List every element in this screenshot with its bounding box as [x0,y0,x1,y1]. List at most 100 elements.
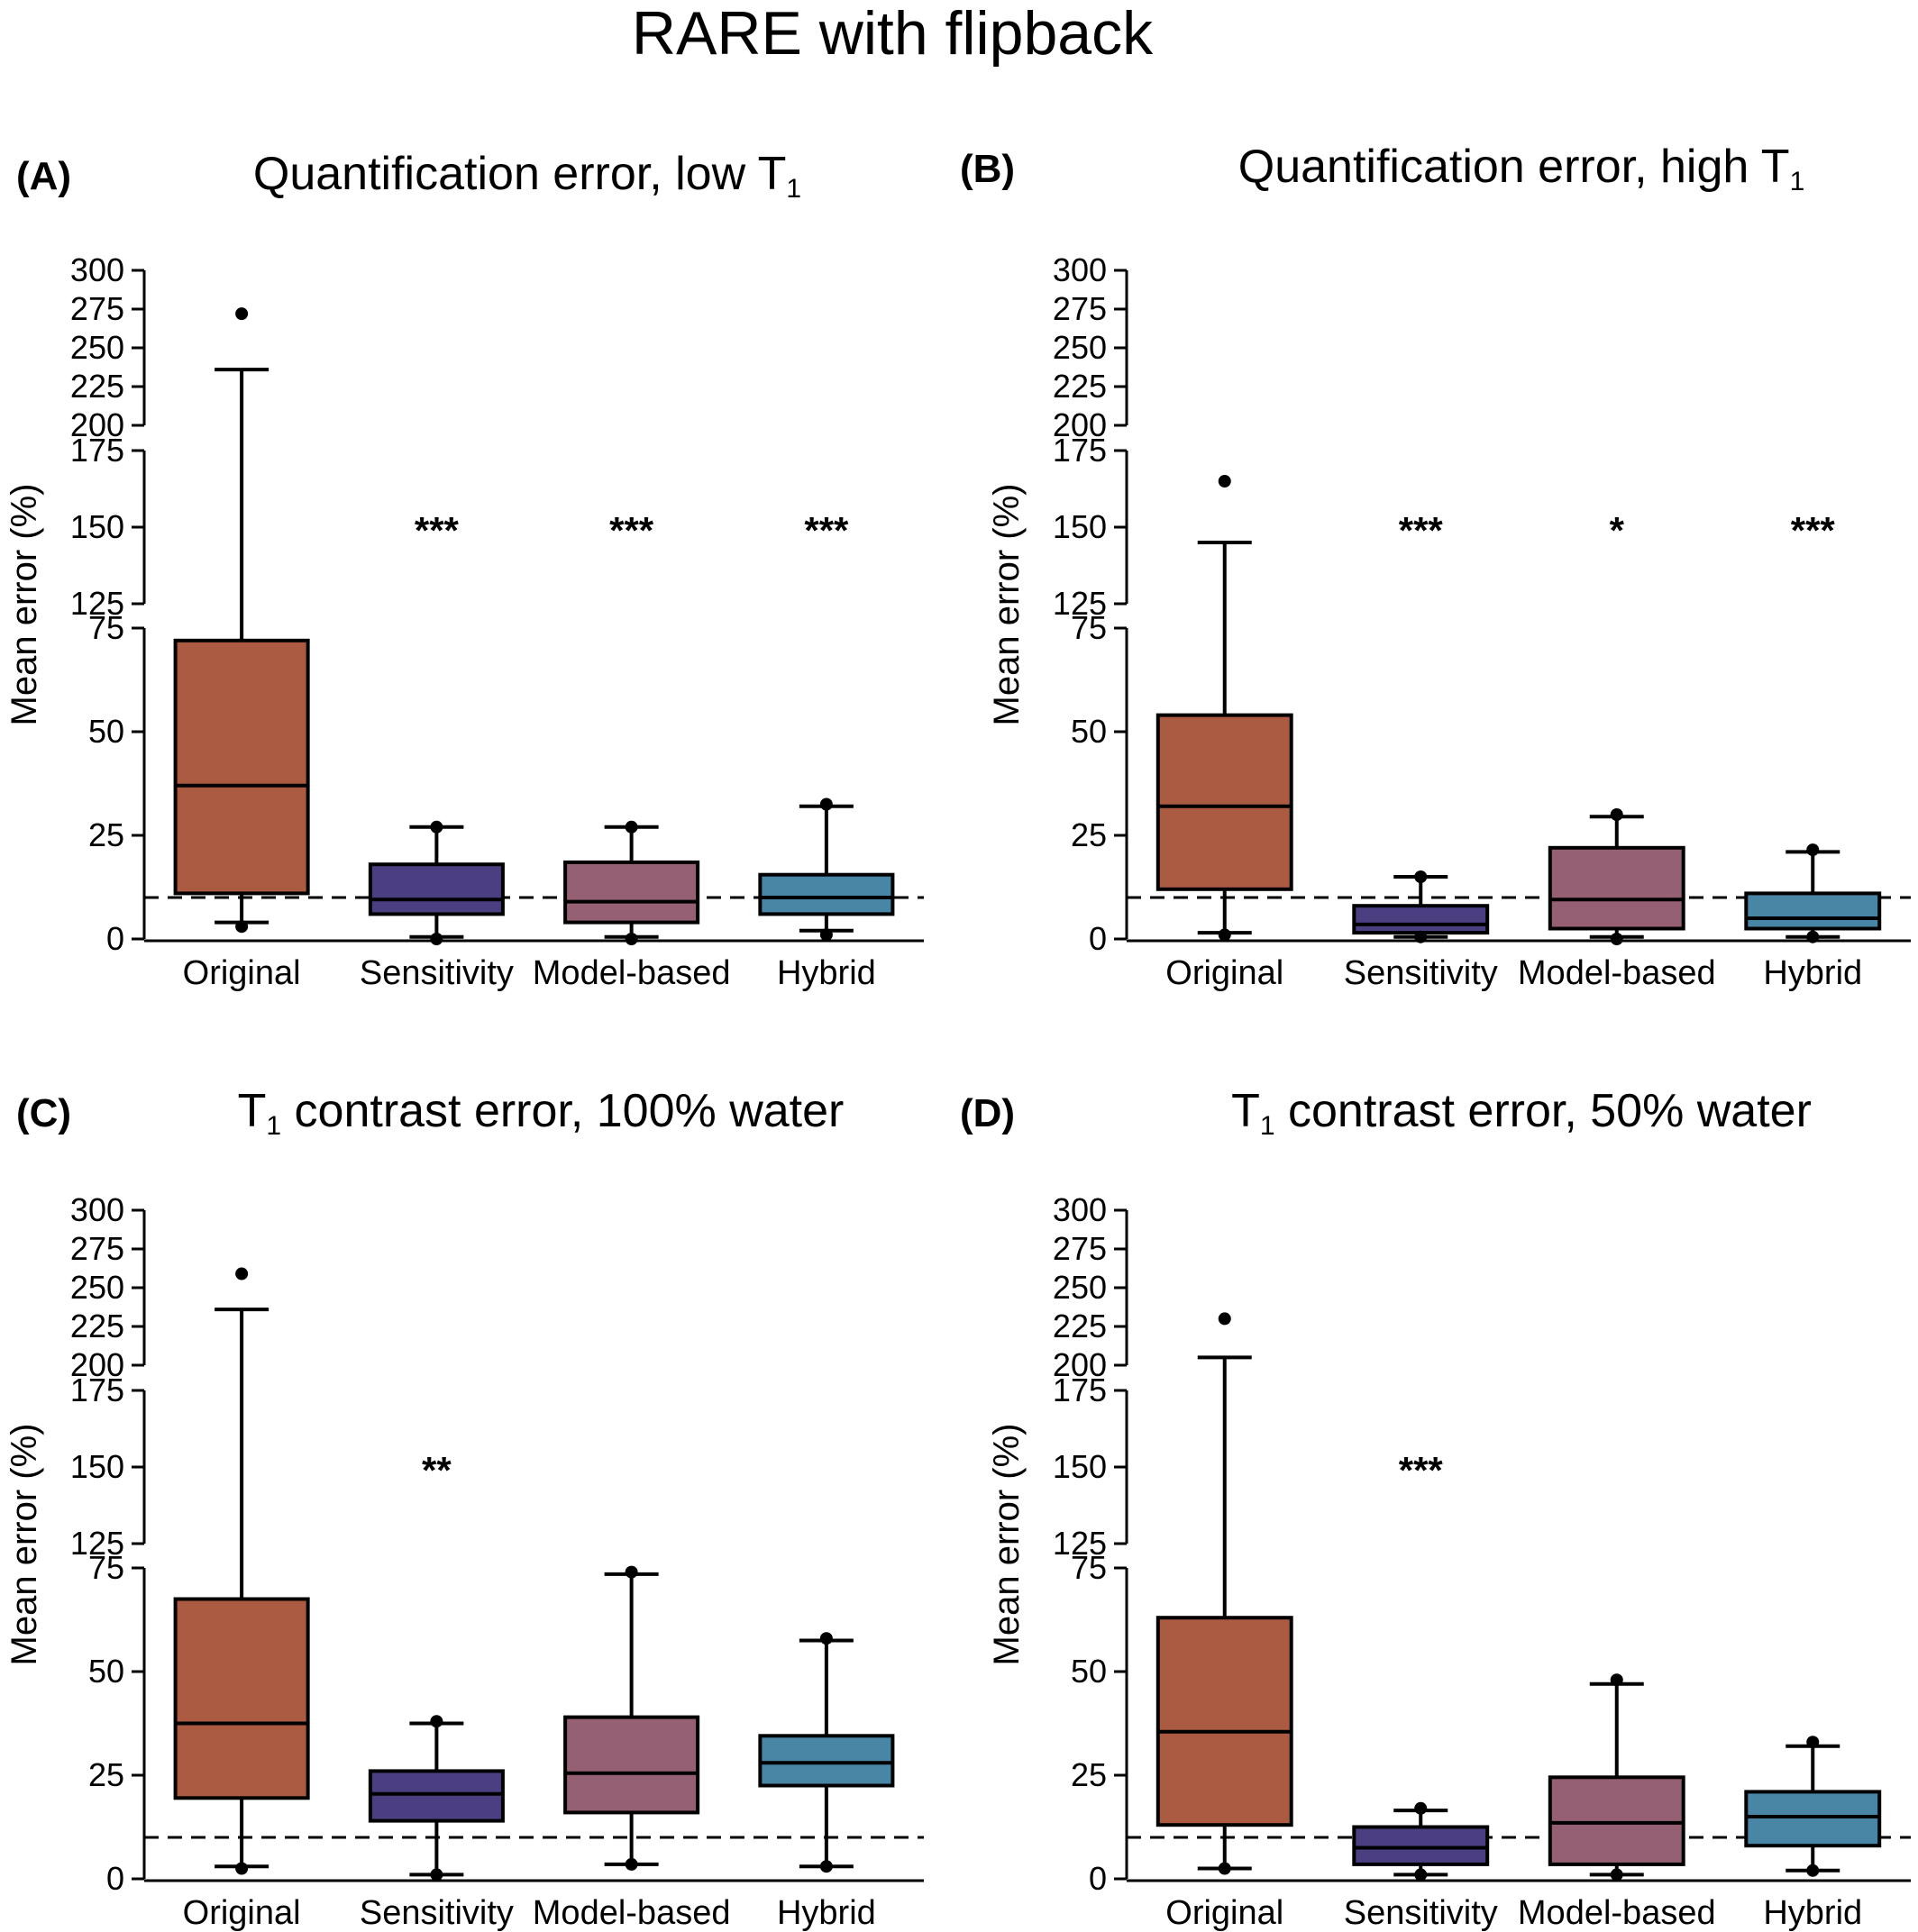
y-tick-label: 50 [1071,1653,1107,1690]
panel-label: (B) [960,147,1015,191]
y-tick-label: 200 [1053,406,1107,443]
box-iqr [1155,713,1293,891]
y-tick-label: 250 [1053,329,1107,366]
outlier-point [819,1860,833,1873]
y-tick-label: 300 [1053,251,1107,288]
x-category-label: Model-based [1518,954,1716,992]
y-axis-label: Mean error (%) [987,484,1027,726]
outlier-point [1218,1862,1231,1875]
significance-marker: * [1610,509,1625,551]
y-tick-label: 225 [70,368,124,405]
y-tick-label: 150 [70,1448,124,1485]
box-original: Original [1155,475,1293,992]
y-tick-label: 175 [1053,1372,1107,1408]
y-tick-label: 50 [88,1653,124,1690]
y-axis-label: Mean error (%) [5,1424,44,1666]
x-category-label: Original [183,954,301,992]
outlier-point [1610,1673,1623,1687]
y-tick-label: 275 [1053,290,1107,327]
panel-title-main: Quantification error, low T [253,148,787,200]
box-sensitivity: Sensitivity ** [360,1449,514,1932]
y-tick-label: 25 [88,1756,124,1793]
y-tick-label: 125 [1053,585,1107,622]
chart-panel-b: (B) Quantification error, high T102550751… [960,141,1911,992]
y-tick-label: 150 [1053,1448,1107,1485]
significance-marker: *** [609,509,654,551]
significance-marker: *** [1399,1449,1444,1491]
y-tick-label: 225 [1053,1308,1107,1344]
x-category-label: Model-based [533,1894,731,1932]
box-model-based: Model-based * [1518,509,1716,992]
box-sensitivity: Sensitivity *** [360,509,514,992]
panel-title-subscript: 1 [786,174,801,204]
box-iqr [173,1597,310,1800]
outlier-point [1610,933,1623,945]
y-tick-label: 175 [70,432,124,469]
outlier-point [1414,870,1428,883]
y-tick-label: 50 [1071,713,1107,750]
outlier-point [1610,1868,1623,1882]
panel-title: T1 contrast error, 50% water [1231,1085,1812,1141]
x-category-label: Hybrid [777,954,876,992]
x-category-label: Original [1165,954,1283,992]
panel-title: Quantification error, high T1 [1238,141,1805,196]
y-tick-label: 175 [70,1372,124,1408]
panel-title-main: T [238,1085,267,1137]
box-hybrid: Hybrid [1744,1736,1882,1932]
box-original: Original [173,1267,310,1932]
outlier-point [1414,930,1428,943]
outlier-point [1414,1868,1428,1882]
y-tick-label: 225 [1053,368,1107,405]
box-original: Original [1155,1312,1293,1932]
chart-panel-c: (C) T1 contrast error, 100% water02550751… [5,1085,924,1932]
box-iqr [758,1734,895,1788]
x-category-label: Hybrid [1763,954,1862,992]
box-hybrid: Hybrid *** [758,509,895,992]
box-sensitivity: Sensitivity *** [1344,509,1498,992]
y-tick-label: 275 [1053,1230,1107,1267]
y-tick-label: 150 [1053,508,1107,545]
x-category-label: Sensitivity [1344,1894,1498,1932]
significance-marker: *** [1791,509,1836,551]
figure-title: RARE with flipback [631,0,1154,68]
outlier-point [430,1868,443,1882]
box-iqr [1155,1616,1293,1827]
outlier-point [625,933,638,945]
y-tick-label: 125 [1053,1525,1107,1562]
outlier-point [235,307,249,321]
x-category-label: Model-based [1518,1894,1716,1932]
y-tick-label: 75 [88,1549,124,1586]
x-category-label: Hybrid [1763,1894,1862,1932]
y-tick-label: 275 [70,290,124,327]
y-axis-label: Mean error (%) [987,1424,1027,1666]
panel-title-subscript: 1 [266,1111,281,1141]
box-original: Original [173,307,310,992]
box-model-based: Model-based *** [533,509,731,992]
panel-label: (C) [16,1091,71,1135]
box-iqr [1548,845,1685,931]
significance-marker: ** [422,1449,452,1491]
box-iqr [1744,1790,1882,1848]
panel-title-subscript: 1 [1260,1111,1275,1141]
outlier-point [1806,930,1820,943]
outlier-point [1610,808,1623,821]
outlier-point [430,933,443,945]
box-sensitivity: Sensitivity *** [1344,1449,1498,1932]
outlier-point [625,820,638,834]
panel-title-main: T [1231,1085,1260,1137]
chart-panel-d: (D) T1 contrast error, 50% water025507512… [960,1085,1911,1932]
x-category-label: Hybrid [777,1894,876,1932]
y-tick-label: 250 [70,329,124,366]
box-iqr [173,638,310,896]
box-iqr [1548,1775,1685,1866]
x-category-label: Sensitivity [1344,954,1498,992]
y-tick-label: 75 [1071,609,1107,646]
y-tick-label: 125 [70,1525,124,1562]
box-iqr [758,872,895,916]
box-hybrid: Hybrid [758,1632,895,1932]
y-tick-label: 250 [1053,1269,1107,1306]
x-category-label: Sensitivity [360,954,514,992]
outlier-point [1218,928,1231,942]
y-tick-label: 75 [88,609,124,646]
